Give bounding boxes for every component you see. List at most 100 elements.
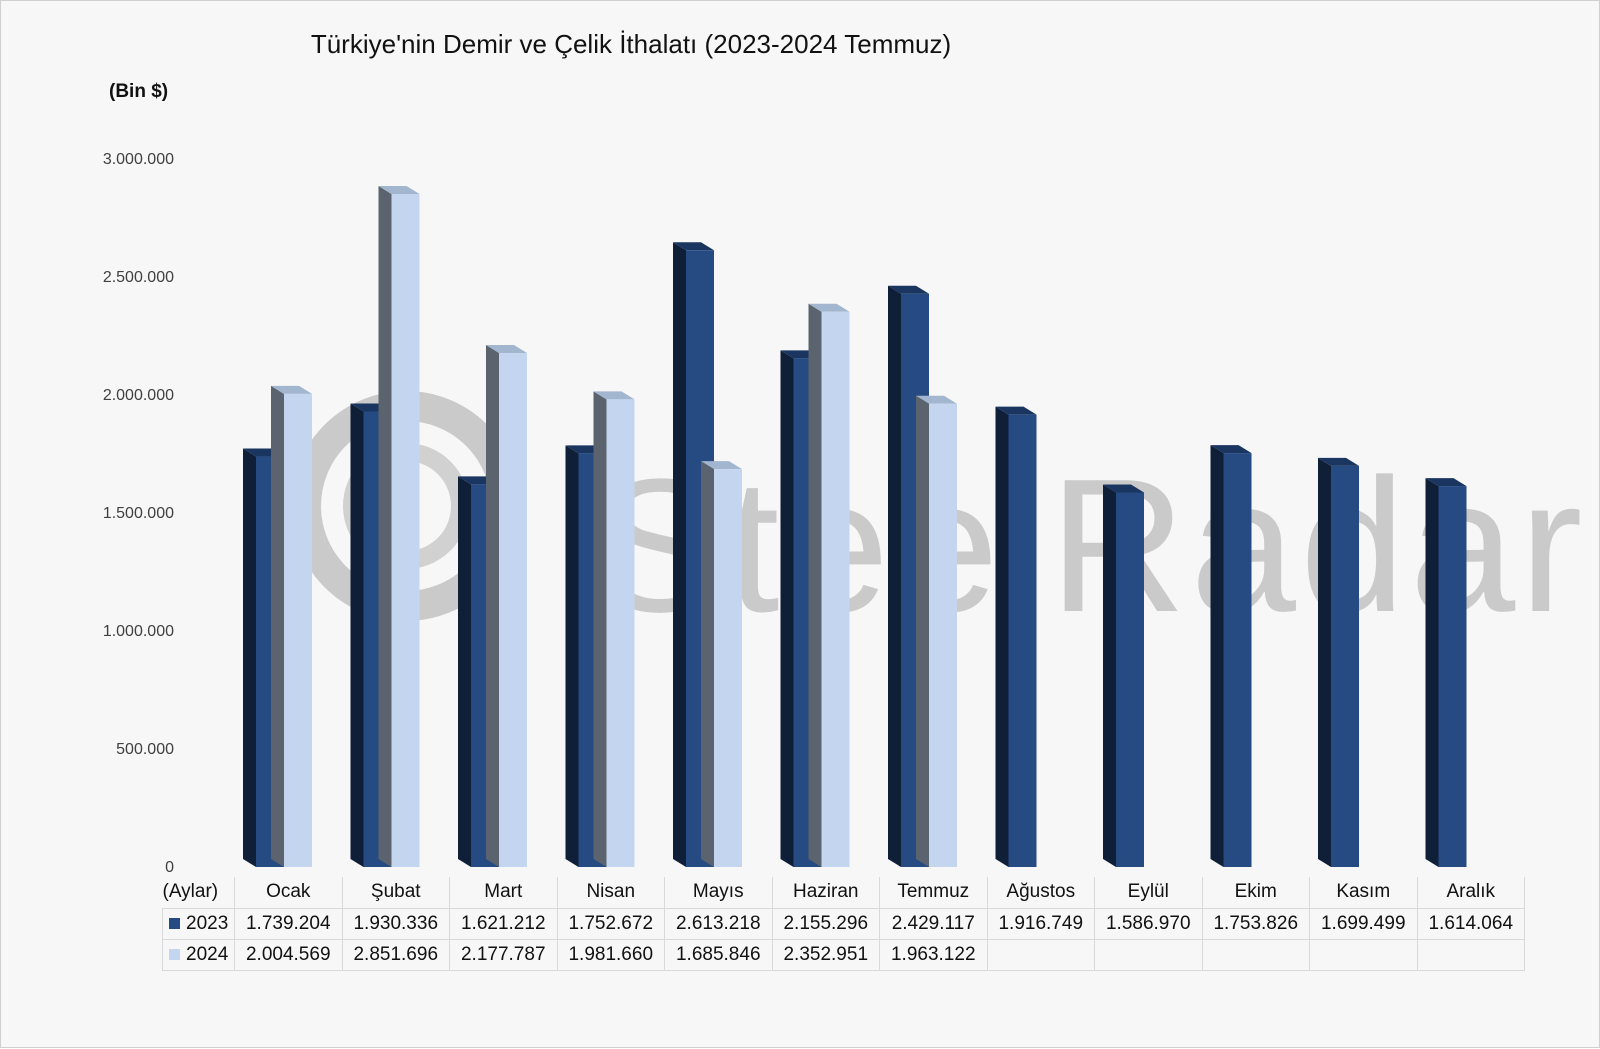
bar-side-face xyxy=(243,448,256,867)
bar-top-face xyxy=(593,391,635,400)
legend-entry-2023: 2023 xyxy=(162,907,235,940)
table-cell-2023-aralık: 1.614.064 xyxy=(1416,907,1525,940)
bar-front-face xyxy=(929,403,957,867)
bar-side-face xyxy=(271,385,284,867)
table-row-series-2024: 2024 2.004.569 2.851.696 2.177.787 1.981.66… xyxy=(162,938,1525,971)
bar-side-face xyxy=(888,285,901,867)
bar-front-face xyxy=(1223,453,1252,867)
bar-top-face xyxy=(701,461,742,470)
table-cell-2024-mart: 2.177.787 xyxy=(449,938,558,971)
bar-side-face xyxy=(673,242,686,868)
table-header-haziran: Haziran xyxy=(771,877,880,909)
bar-side-face xyxy=(565,445,579,867)
bar-side-face xyxy=(1318,457,1331,867)
bar-side-face xyxy=(1210,445,1224,867)
bar-front-face xyxy=(821,311,850,867)
table-header-ağustos: Ağustos xyxy=(986,877,1095,909)
table-header-aralık: Aralık xyxy=(1416,877,1525,909)
table-header-nisan: Nisan xyxy=(556,877,665,909)
bar-front-face xyxy=(606,399,635,867)
table-cell-2024-ağustos xyxy=(986,938,1095,971)
x-axis-label: (Aylar) xyxy=(162,877,235,908)
bar-2024-temmuz xyxy=(916,395,957,867)
bar-top-face xyxy=(486,345,527,354)
y-tick-label: 2.500.000 xyxy=(103,269,174,286)
bar-2023-ekim xyxy=(1210,445,1252,867)
table-cell-2024-eylül xyxy=(1094,938,1203,971)
table-cell-2024-şubat: 2.851.696 xyxy=(341,938,450,971)
bar-front-face xyxy=(1331,465,1359,867)
bar-2024-ocak xyxy=(271,385,312,867)
bar-2024-haziran xyxy=(808,303,850,867)
bar-top-face xyxy=(271,385,312,394)
table-cell-2023-ocak: 1.739.204 xyxy=(234,907,343,940)
y-tick-label: 0 xyxy=(165,859,174,876)
data-table: (Aylar) Ocak Şubat Mart Nisan Mayıs Haziran Te… xyxy=(162,877,1525,971)
legend-label-2023: 2023 xyxy=(186,912,229,934)
y-axis-ticks: 0 500.000 1.000.000 1.500.000 2.000.000 2.500… xyxy=(103,151,174,876)
bar-2023-eylül xyxy=(1103,484,1144,867)
bar-2024-mayıs xyxy=(701,461,742,867)
table-cell-2024-haziran: 2.352.951 xyxy=(771,938,880,971)
table-cell-2023-mayıs: 2.613.218 xyxy=(664,907,773,940)
table-header-mayıs: Mayıs xyxy=(664,877,773,909)
table-cell-2024-ocak: 2.004.569 xyxy=(234,938,343,971)
bar-top-face xyxy=(673,242,714,251)
legend-swatch-2024 xyxy=(169,948,180,960)
bar-side-face xyxy=(350,403,364,867)
table-cell-2023-temmuz: 2.429.117 xyxy=(879,907,988,940)
table-cell-2023-mart: 1.621.212 xyxy=(449,907,558,940)
bar-top-face xyxy=(378,185,420,194)
table-header-ekim: Ekim xyxy=(1201,877,1310,909)
bar-side-face xyxy=(593,391,607,867)
bar-2023-aralık xyxy=(1425,478,1467,867)
table-cell-2023-kasım: 1.699.499 xyxy=(1309,907,1418,940)
table-cell-2023-haziran: 2.155.296 xyxy=(771,907,880,940)
bar-side-face xyxy=(1103,484,1116,867)
bar-2024-mart xyxy=(486,345,527,868)
bar-front-face xyxy=(1438,486,1467,867)
table-cell-2023-şubat: 1.930.336 xyxy=(341,907,450,940)
y-tick-label: 1.000.000 xyxy=(103,623,174,640)
bar-top-face xyxy=(888,285,929,294)
table-header-temmuz: Temmuz xyxy=(879,877,988,909)
table-header-eylül: Eylül xyxy=(1094,877,1203,909)
y-tick-label: 1.500.000 xyxy=(103,505,174,522)
table-cell-2024-temmuz: 1.963.122 xyxy=(879,938,988,971)
bar-top-face xyxy=(808,303,850,312)
table-header-kasım: Kasım xyxy=(1309,877,1418,909)
table-cell-2023-nisan: 1.752.672 xyxy=(556,907,665,940)
bar-side-face xyxy=(780,350,794,867)
bar-top-face xyxy=(1103,484,1144,493)
y-tick-label: 2.000.000 xyxy=(103,387,174,404)
bar-side-face xyxy=(378,185,392,867)
bar-2023-kasım xyxy=(1318,457,1359,867)
bar-side-face xyxy=(995,406,1009,867)
bar-series xyxy=(243,185,1467,868)
bar-front-face xyxy=(391,193,420,867)
y-tick-label: 500.000 xyxy=(116,741,174,758)
table-header-ocak: Ocak xyxy=(234,877,343,909)
y-axis-unit-label: (Bin $) xyxy=(109,81,169,102)
bar-side-face xyxy=(701,461,714,867)
bar-side-face xyxy=(808,303,822,867)
bar-front-face xyxy=(714,469,742,867)
table-cell-2023-ekim: 1.753.826 xyxy=(1201,907,1310,940)
table-cell-2023-ağustos: 1.916.749 xyxy=(986,907,1095,940)
table-cell-2024-kasım xyxy=(1309,938,1418,971)
bar-2024-nisan xyxy=(593,391,635,867)
chart-title: Türkiye'nin Demir ve Çelik İthalatı (202… xyxy=(310,29,952,59)
bar-side-face xyxy=(1425,478,1439,867)
bar-side-face xyxy=(458,476,471,867)
bar-front-face xyxy=(1116,492,1144,867)
bar-front-face xyxy=(1008,414,1037,867)
bar-front-face xyxy=(284,393,312,867)
table-row-series-2023: 2023 1.739.204 1.930.336 1.621.212 1.752.67… xyxy=(162,907,1525,940)
bar-2024-şubat xyxy=(378,185,420,867)
bar-top-face xyxy=(1425,478,1467,487)
table-cell-2024-mayıs: 1.685.846 xyxy=(664,938,773,971)
table-cell-2024-aralık xyxy=(1416,938,1525,971)
bar-top-face xyxy=(1210,445,1252,454)
